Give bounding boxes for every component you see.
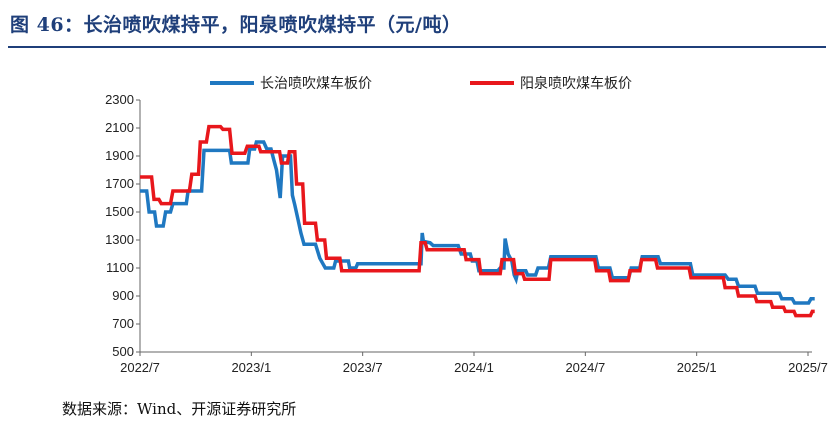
y-tick-label: 1700 [105, 176, 134, 191]
x-tick-label: 2024/7 [565, 360, 605, 375]
y-tick-label: 2100 [105, 120, 134, 135]
x-tick-label: 2023/7 [343, 360, 383, 375]
y-tick-label: 1900 [105, 148, 134, 163]
y-tick-label: 1100 [106, 260, 134, 275]
legend-label-2: 阳泉喷吹煤车板价 [520, 75, 632, 92]
y-tick-label: 1500 [105, 204, 134, 219]
x-tick-label: 2025/7 [788, 360, 828, 375]
legend-label-1: 长治喷吹煤车板价 [260, 75, 372, 92]
x-tick-label: 2023/1 [231, 360, 271, 375]
y-tick-label: 1300 [105, 232, 134, 247]
source-note: 数据来源：Wind、开源证券研究所 [62, 400, 297, 418]
title-rule [8, 46, 826, 48]
axes: 500 700 900 1100 1300 1500 1700 1900 2100 2300 202… [105, 92, 828, 375]
series-line-2 [140, 124, 815, 318]
legend: 长治喷吹煤车板价 阳泉喷吹煤车板价 [210, 75, 632, 92]
y-tick-label: 2300 [105, 92, 134, 107]
x-tick-label: 2024/1 [454, 360, 494, 375]
chart-title: 图 46：长治喷吹煤持平，阳泉喷吹煤持平（元/吨） [10, 14, 462, 36]
y-tick-label: 500 [112, 344, 134, 359]
x-tick-label: 2022/7 [120, 360, 160, 375]
y-tick-label: 700 [112, 316, 134, 331]
series-lines [140, 124, 815, 318]
x-tick-label: 2025/1 [677, 360, 717, 375]
y-tick-label: 900 [112, 288, 134, 303]
series-line-1 [140, 140, 815, 305]
